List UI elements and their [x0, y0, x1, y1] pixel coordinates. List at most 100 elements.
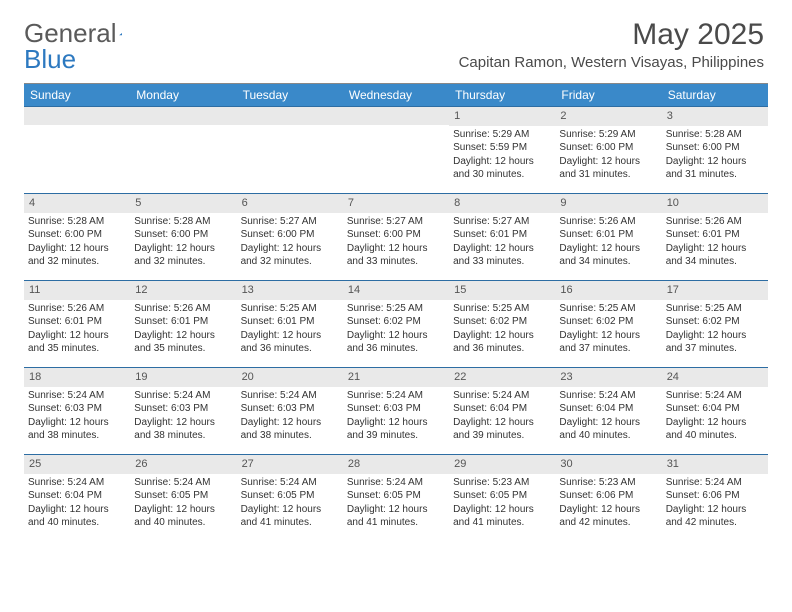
day-content: Sunrise: 5:23 AMSunset: 6:05 PMDaylight:… — [449, 474, 555, 534]
day-line: Sunset: 6:01 PM — [28, 315, 126, 329]
day-cell: 17Sunrise: 5:25 AMSunset: 6:02 PMDayligh… — [662, 281, 768, 367]
day-line: Daylight: 12 hours and 32 minutes. — [134, 242, 232, 269]
month-title: May 2025 — [459, 18, 764, 52]
day-content: Sunrise: 5:24 AMSunset: 6:06 PMDaylight:… — [662, 474, 768, 534]
day-line: Sunrise: 5:23 AM — [559, 476, 657, 490]
day-cell — [237, 107, 343, 193]
day-line: Daylight: 12 hours and 35 minutes. — [28, 329, 126, 356]
day-cell — [343, 107, 449, 193]
weekday-header: Tuesday — [237, 84, 343, 106]
day-content: Sunrise: 5:29 AMSunset: 5:59 PMDaylight:… — [449, 126, 555, 186]
day-line: Daylight: 12 hours and 41 minutes. — [241, 503, 339, 530]
day-content: Sunrise: 5:26 AMSunset: 6:01 PMDaylight:… — [555, 213, 661, 273]
day-content: Sunrise: 5:28 AMSunset: 6:00 PMDaylight:… — [130, 213, 236, 273]
day-line: Sunrise: 5:28 AM — [666, 128, 764, 142]
day-line: Daylight: 12 hours and 41 minutes. — [453, 503, 551, 530]
day-cell: 16Sunrise: 5:25 AMSunset: 6:02 PMDayligh… — [555, 281, 661, 367]
day-line: Sunrise: 5:24 AM — [134, 476, 232, 490]
day-line: Sunset: 6:04 PM — [453, 402, 551, 416]
day-line: Sunrise: 5:25 AM — [559, 302, 657, 316]
day-number: 3 — [662, 107, 768, 126]
day-line: Sunrise: 5:28 AM — [28, 215, 126, 229]
day-line: Daylight: 12 hours and 39 minutes. — [347, 416, 445, 443]
day-line: Daylight: 12 hours and 40 minutes. — [134, 503, 232, 530]
logo-triangle-icon — [119, 24, 123, 44]
day-line: Daylight: 12 hours and 32 minutes. — [28, 242, 126, 269]
day-line: Sunset: 6:06 PM — [559, 489, 657, 503]
day-line: Sunrise: 5:26 AM — [134, 302, 232, 316]
day-line: Sunset: 6:06 PM — [666, 489, 764, 503]
day-content: Sunrise: 5:24 AMSunset: 6:05 PMDaylight:… — [130, 474, 236, 534]
day-number: 18 — [24, 368, 130, 387]
day-number: 23 — [555, 368, 661, 387]
day-number: 8 — [449, 194, 555, 213]
day-line: Daylight: 12 hours and 42 minutes. — [666, 503, 764, 530]
day-line: Daylight: 12 hours and 40 minutes. — [666, 416, 764, 443]
day-line: Sunset: 6:00 PM — [134, 228, 232, 242]
day-number: 26 — [130, 455, 236, 474]
day-line: Daylight: 12 hours and 30 minutes. — [453, 155, 551, 182]
day-line: Sunset: 6:03 PM — [241, 402, 339, 416]
day-content: Sunrise: 5:27 AMSunset: 6:01 PMDaylight:… — [449, 213, 555, 273]
day-cell: 20Sunrise: 5:24 AMSunset: 6:03 PMDayligh… — [237, 368, 343, 454]
day-content: Sunrise: 5:24 AMSunset: 6:03 PMDaylight:… — [24, 387, 130, 447]
day-number: 28 — [343, 455, 449, 474]
day-cell: 5Sunrise: 5:28 AMSunset: 6:00 PMDaylight… — [130, 194, 236, 280]
day-content: Sunrise: 5:26 AMSunset: 6:01 PMDaylight:… — [662, 213, 768, 273]
day-number: 20 — [237, 368, 343, 387]
day-cell: 4Sunrise: 5:28 AMSunset: 6:00 PMDaylight… — [24, 194, 130, 280]
day-line: Daylight: 12 hours and 37 minutes. — [666, 329, 764, 356]
day-number: 12 — [130, 281, 236, 300]
day-line: Sunset: 6:04 PM — [28, 489, 126, 503]
day-number: 21 — [343, 368, 449, 387]
day-line: Daylight: 12 hours and 40 minutes. — [28, 503, 126, 530]
day-cell: 18Sunrise: 5:24 AMSunset: 6:03 PMDayligh… — [24, 368, 130, 454]
day-line: Sunrise: 5:24 AM — [453, 389, 551, 403]
weeks-container: 1Sunrise: 5:29 AMSunset: 5:59 PMDaylight… — [24, 106, 768, 541]
day-line: Sunset: 5:59 PM — [453, 141, 551, 155]
weekday-header: Monday — [130, 84, 236, 106]
day-line: Sunrise: 5:24 AM — [666, 389, 764, 403]
day-line: Sunrise: 5:29 AM — [559, 128, 657, 142]
day-line: Daylight: 12 hours and 37 minutes. — [559, 329, 657, 356]
day-line: Sunset: 6:01 PM — [453, 228, 551, 242]
day-number: 4 — [24, 194, 130, 213]
day-line: Sunset: 6:00 PM — [666, 141, 764, 155]
day-number — [130, 107, 236, 125]
day-cell: 27Sunrise: 5:24 AMSunset: 6:05 PMDayligh… — [237, 455, 343, 541]
day-content: Sunrise: 5:24 AMSunset: 6:04 PMDaylight:… — [24, 474, 130, 534]
day-number: 7 — [343, 194, 449, 213]
day-cell: 24Sunrise: 5:24 AMSunset: 6:04 PMDayligh… — [662, 368, 768, 454]
day-content: Sunrise: 5:26 AMSunset: 6:01 PMDaylight:… — [130, 300, 236, 360]
day-number: 31 — [662, 455, 768, 474]
day-line: Sunrise: 5:29 AM — [453, 128, 551, 142]
day-line: Daylight: 12 hours and 34 minutes. — [559, 242, 657, 269]
day-line: Sunrise: 5:24 AM — [28, 389, 126, 403]
day-line: Sunrise: 5:28 AM — [134, 215, 232, 229]
day-line: Sunset: 6:00 PM — [347, 228, 445, 242]
day-cell: 13Sunrise: 5:25 AMSunset: 6:01 PMDayligh… — [237, 281, 343, 367]
day-cell: 12Sunrise: 5:26 AMSunset: 6:01 PMDayligh… — [130, 281, 236, 367]
day-cell: 15Sunrise: 5:25 AMSunset: 6:02 PMDayligh… — [449, 281, 555, 367]
day-content: Sunrise: 5:24 AMSunset: 6:03 PMDaylight:… — [343, 387, 449, 447]
day-number: 17 — [662, 281, 768, 300]
day-number: 9 — [555, 194, 661, 213]
day-number: 10 — [662, 194, 768, 213]
day-line: Daylight: 12 hours and 35 minutes. — [134, 329, 232, 356]
week-row: 4Sunrise: 5:28 AMSunset: 6:00 PMDaylight… — [24, 193, 768, 280]
title-block: May 2025 Capitan Ramon, Western Visayas,… — [459, 18, 764, 71]
day-cell: 1Sunrise: 5:29 AMSunset: 5:59 PMDaylight… — [449, 107, 555, 193]
day-content: Sunrise: 5:24 AMSunset: 6:04 PMDaylight:… — [662, 387, 768, 447]
day-number: 16 — [555, 281, 661, 300]
day-content: Sunrise: 5:24 AMSunset: 6:03 PMDaylight:… — [237, 387, 343, 447]
day-line: Sunset: 6:01 PM — [666, 228, 764, 242]
day-number: 6 — [237, 194, 343, 213]
day-line: Sunrise: 5:26 AM — [666, 215, 764, 229]
day-cell: 3Sunrise: 5:28 AMSunset: 6:00 PMDaylight… — [662, 107, 768, 193]
day-number — [24, 107, 130, 125]
day-cell: 11Sunrise: 5:26 AMSunset: 6:01 PMDayligh… — [24, 281, 130, 367]
day-content: Sunrise: 5:27 AMSunset: 6:00 PMDaylight:… — [343, 213, 449, 273]
day-cell: 30Sunrise: 5:23 AMSunset: 6:06 PMDayligh… — [555, 455, 661, 541]
header: General May 2025 Capitan Ramon, Western … — [0, 0, 792, 75]
day-number: 24 — [662, 368, 768, 387]
